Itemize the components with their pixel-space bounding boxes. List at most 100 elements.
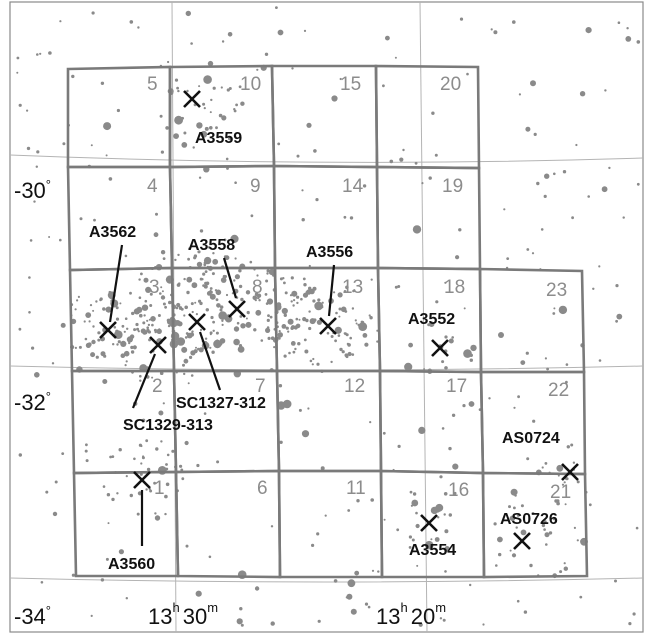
star [174, 258, 177, 262]
star [159, 114, 163, 118]
star [389, 159, 394, 164]
star [320, 466, 325, 471]
cluster-as0724[interactable]: AS0724 [502, 430, 579, 481]
star [341, 350, 345, 354]
cluster-a3562[interactable]: A3562 [89, 224, 136, 339]
star [526, 457, 530, 461]
star [250, 214, 254, 218]
star [220, 277, 227, 283]
tile-numbers: 5 10 15 20 4 9 14 19 3 8 13 18 23 2 7 12… [147, 74, 571, 503]
star [444, 570, 447, 573]
star [617, 21, 621, 25]
star [112, 343, 115, 346]
star [211, 350, 215, 354]
star [546, 367, 549, 371]
star [254, 292, 259, 297]
cluster-sc1329-313[interactable]: SC1329-313 [123, 336, 213, 434]
star [196, 463, 200, 468]
star [334, 339, 337, 343]
dec-label-m34: -34° [14, 603, 51, 629]
star [205, 281, 210, 286]
star [273, 346, 276, 349]
tile-num-12: 12 [344, 376, 365, 397]
cluster-a3560[interactable]: A3560 [108, 471, 155, 573]
star [77, 295, 80, 298]
star [154, 512, 157, 515]
star [364, 602, 369, 606]
star [209, 331, 213, 335]
cluster-a3556[interactable]: A3556 [306, 244, 353, 335]
star [157, 466, 167, 475]
star [337, 334, 341, 337]
star [202, 102, 206, 106]
star [404, 362, 413, 371]
cluster-sc1327-312[interactable]: SC1327-312 [176, 313, 266, 412]
star [585, 27, 592, 34]
star [302, 277, 306, 281]
star [267, 336, 271, 340]
star [553, 307, 556, 310]
star [147, 323, 151, 327]
star [149, 489, 153, 493]
star [570, 443, 574, 447]
star [354, 570, 360, 576]
axis-labels: -30° -32° -34° 13h 30m 13h 20m [14, 177, 446, 629]
tile-num-1: 1 [154, 478, 165, 499]
star [138, 296, 142, 300]
star [503, 208, 506, 211]
star [430, 506, 439, 515]
cluster-label-a3554: A3554 [409, 542, 456, 559]
star [468, 401, 475, 407]
star [221, 40, 225, 43]
star [76, 299, 79, 302]
ra-label-1320: 13h 20m [376, 600, 446, 629]
star [113, 303, 116, 307]
cluster-a3558[interactable]: A3558 [188, 237, 246, 318]
cluster-a3554[interactable]: A3554 [409, 514, 456, 559]
tile-num-13: 13 [342, 277, 363, 298]
star [221, 319, 224, 322]
star [176, 302, 181, 308]
star [132, 345, 137, 350]
tile-19 [375, 165, 482, 271]
star [434, 153, 438, 157]
star [128, 341, 131, 345]
cluster-as0726[interactable]: AS0726 [500, 511, 558, 550]
cluster-a3552[interactable]: A3552 [408, 311, 455, 357]
star [347, 351, 352, 357]
cross-marker [99, 321, 117, 339]
star [517, 395, 520, 399]
star [126, 336, 133, 343]
star [156, 328, 162, 334]
star [435, 300, 439, 304]
star [228, 137, 231, 141]
star [298, 318, 301, 321]
star [415, 523, 420, 529]
star [145, 286, 152, 293]
star [141, 304, 149, 311]
star [35, 165, 38, 168]
star [349, 336, 353, 340]
star [174, 115, 184, 125]
star [615, 319, 618, 323]
star [177, 321, 183, 327]
star [410, 504, 413, 507]
star [488, 397, 491, 400]
star [108, 177, 113, 181]
star [520, 504, 524, 508]
star [120, 340, 127, 347]
star [71, 573, 75, 577]
cluster-a3559[interactable]: A3559 [183, 90, 242, 147]
star [165, 482, 170, 487]
star [111, 497, 115, 502]
star [52, 511, 58, 517]
star [183, 277, 186, 281]
cross-marker [319, 317, 337, 335]
star [137, 26, 140, 29]
star [203, 256, 212, 265]
star [270, 525, 274, 528]
star [18, 103, 22, 107]
cluster-label-as0726: AS0726 [500, 511, 558, 528]
star [167, 60, 170, 64]
star [119, 302, 122, 305]
